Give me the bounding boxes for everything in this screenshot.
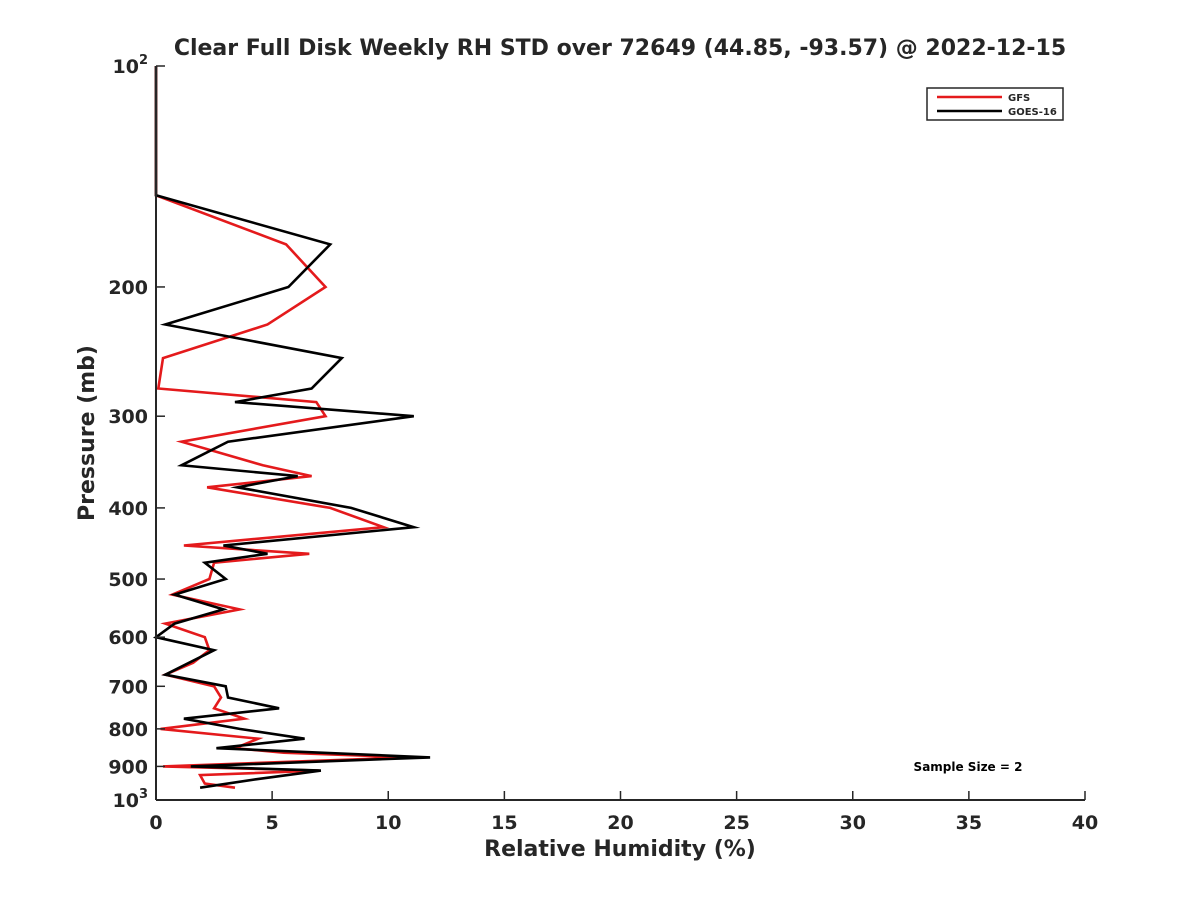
y-tick-label: 102	[113, 53, 149, 78]
plot-area: 0 5 10 15 20 25 30 35 40 102 200 300 400 500 600 700 80…	[108, 53, 1098, 834]
y-tick-label: 500	[108, 569, 148, 591]
x-ticks: 0 5 10 15 20 25 30 35 40	[149, 791, 1098, 834]
x-tick-label: 10	[375, 812, 401, 834]
series-line-goes-16	[152, 66, 431, 789]
x-tick-label: 30	[840, 812, 866, 834]
legend-label-goes16: GOES-16	[1008, 107, 1057, 118]
x-tick-label: 15	[491, 812, 517, 834]
x-tick-label: 35	[956, 812, 982, 834]
y-tick-label: 103	[113, 787, 149, 812]
y-axis-label: Pressure (mb)	[75, 345, 100, 521]
chart-title: Clear Full Disk Weekly RH STD over 72649…	[174, 36, 1066, 61]
y-tick-label: 600	[108, 627, 148, 649]
x-tick-label: 40	[1072, 812, 1098, 834]
x-tick-label: 25	[723, 812, 749, 834]
legend: GFS GOES-16	[926, 87, 1064, 121]
legend-box	[926, 87, 1064, 121]
legend-label-gfs: GFS	[1008, 93, 1030, 104]
y-tick-label: 400	[108, 498, 148, 520]
y-ticks: 102 200 300 400 500 600 700 800 900 103	[108, 53, 165, 812]
y-tick-label: 700	[108, 676, 148, 698]
y-tick-label: 900	[108, 756, 148, 778]
y-tick-label: 200	[108, 277, 148, 299]
y-tick-label: 300	[108, 406, 148, 428]
series-layer	[152, 66, 431, 789]
sample-size-annotation: Sample Size = 2	[914, 760, 1023, 774]
x-axis-label: Relative Humidity (%)	[484, 837, 756, 862]
y-tick-label: 800	[108, 719, 148, 741]
x-tick-label: 20	[607, 812, 633, 834]
x-tick-label: 0	[149, 812, 162, 834]
x-tick-label: 5	[266, 812, 279, 834]
